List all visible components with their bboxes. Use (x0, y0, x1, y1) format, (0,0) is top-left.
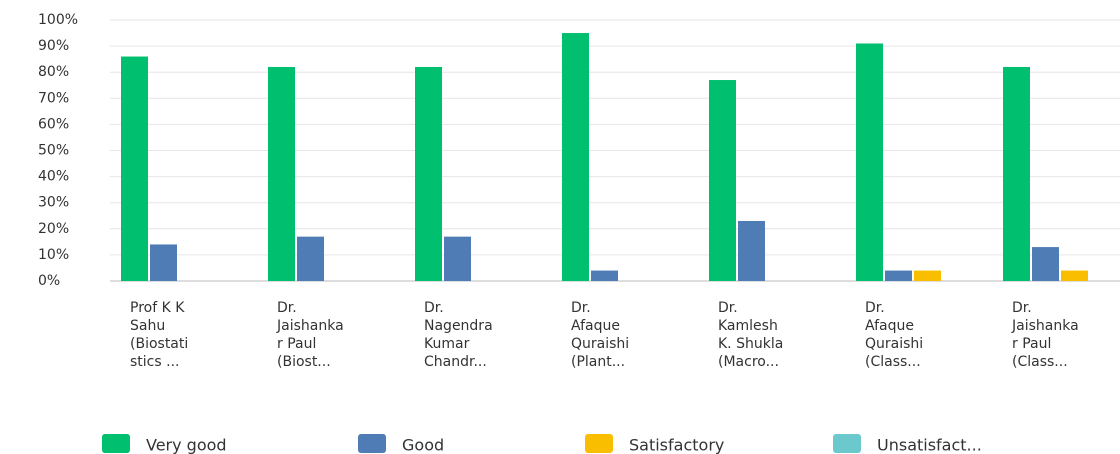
x-tick-label: Afaque (571, 318, 620, 334)
bar (150, 244, 177, 281)
x-tick-label: Dr. (571, 300, 591, 316)
x-tick-label: Jaishanka (1011, 318, 1079, 334)
bar (121, 56, 148, 281)
x-tick-label: (Macro... (718, 354, 779, 370)
x-tick-label: r Paul (1012, 336, 1051, 352)
y-tick-label: 0% (38, 273, 60, 289)
y-tick-label: 90% (38, 38, 69, 54)
bar (415, 66, 442, 281)
legend-label: Satisfactory (629, 436, 724, 454)
bar (709, 80, 736, 281)
x-tick-label: Dr. (1012, 300, 1032, 316)
bar (738, 220, 765, 281)
x-tick-label: Dr. (424, 300, 444, 316)
x-tick-label: Kumar (424, 336, 470, 352)
x-tick-label: Kamlesh (718, 318, 778, 334)
x-tick-label: Quraishi (865, 336, 923, 352)
y-tick-label: 60% (38, 116, 69, 132)
bar (1003, 66, 1030, 281)
bar (297, 236, 324, 281)
x-tick-label: Chandr... (424, 354, 487, 370)
bar (1032, 247, 1059, 281)
x-tick-label: Dr. (718, 300, 738, 316)
legend: Very good Good Satisfactory Unsatisfact... (102, 434, 982, 454)
x-tick-label: K. Shukla (718, 336, 783, 352)
legend-swatch (358, 434, 386, 453)
bar (444, 236, 471, 281)
x-tick-label: (Plant... (571, 354, 625, 370)
bar (885, 270, 912, 281)
x-tick-label: Quraishi (571, 336, 629, 352)
x-tick-label: Nagendra (424, 318, 493, 334)
legend-label: Unsatisfact... (877, 436, 982, 454)
x-tick-label: Sahu (130, 318, 165, 334)
y-tick-label: 30% (38, 195, 69, 211)
bar (914, 270, 941, 281)
bar (1061, 270, 1088, 281)
x-tick-label: (Biost... (277, 354, 331, 370)
x-tick-label: Afaque (865, 318, 914, 334)
x-tick-label: Jaishanka (276, 318, 344, 334)
bar (562, 33, 589, 281)
bar (856, 43, 883, 281)
y-tick-label: 10% (38, 247, 69, 263)
y-tick-label: 50% (38, 143, 69, 159)
x-tick-label: Dr. (277, 300, 297, 316)
bar (268, 66, 295, 281)
bar (591, 270, 618, 281)
x-tick-label: (Class... (865, 354, 921, 370)
legend-label: Very good (146, 436, 227, 454)
y-tick-label: 100% (38, 12, 78, 28)
y-tick-label: 20% (38, 221, 69, 237)
x-tick-label: r Paul (277, 336, 316, 352)
legend-swatch (833, 434, 861, 453)
x-tick-label: Prof K K (130, 300, 185, 316)
y-tick-label: 40% (38, 169, 69, 185)
legend-swatch (102, 434, 130, 453)
legend-swatch (585, 434, 613, 453)
legend-label: Good (402, 436, 444, 454)
x-tick-label: (Biostati (130, 336, 188, 352)
x-tick-label: Dr. (865, 300, 885, 316)
y-tick-label: 80% (38, 64, 69, 80)
x-tick-label: stics ... (130, 354, 179, 370)
y-tick-label: 70% (38, 90, 69, 106)
x-tick-label: (Class... (1012, 354, 1068, 370)
